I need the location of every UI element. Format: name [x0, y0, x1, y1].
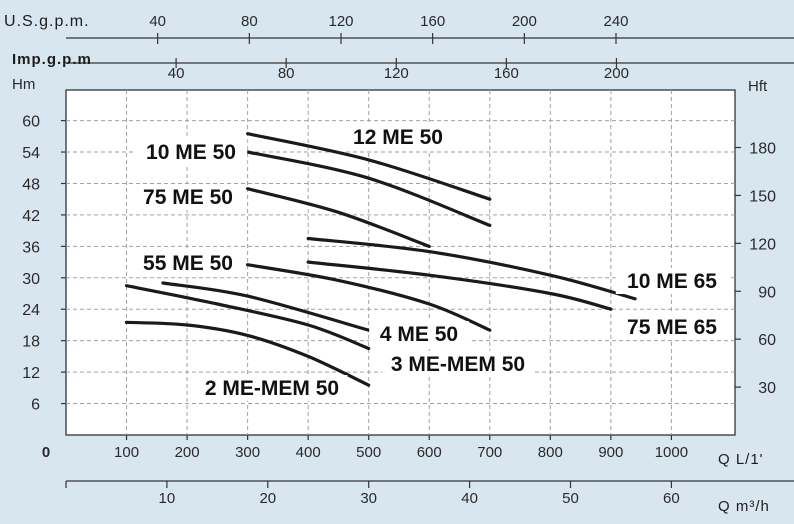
tick-label-hm: 12	[22, 365, 40, 382]
curve-label-10-me-50: 10 ME 50	[146, 141, 236, 164]
curve-12-me-50	[246, 132, 492, 201]
tick-label-lmin: 800	[538, 444, 563, 461]
axis-title-m3h: Q m³/h	[718, 498, 770, 515]
tick-label-lmin: 400	[296, 444, 321, 461]
tick-label-hm: 42	[22, 208, 40, 225]
tick-label-usgpm: 160	[420, 13, 445, 30]
curve-10-me-65	[306, 236, 637, 301]
tick-label-lmin: 500	[356, 444, 381, 461]
tick-label-impgpm: 80	[278, 65, 295, 82]
curve-3-me-mem-50	[124, 284, 371, 351]
curve-label-bg	[369, 321, 469, 347]
curve-55-me-50	[246, 263, 492, 332]
tick-label-lmin: 700	[477, 444, 502, 461]
curve-75-me-50	[246, 187, 431, 248]
curve-4-me-50	[161, 281, 371, 332]
curve-label-bg	[382, 351, 534, 377]
tick-label-usgpm: 240	[603, 13, 628, 30]
tick-label-hm: 6	[31, 397, 40, 414]
axis-title-usgpm: U.S.g.p.m.	[4, 13, 90, 30]
tick-label-m3h: 50	[562, 490, 579, 507]
tick-label-hm: 54	[22, 145, 40, 162]
tick-label-m3h: 10	[159, 490, 176, 507]
tick-label-impgpm: 120	[384, 65, 409, 82]
tick-label-usgpm: 200	[512, 13, 537, 30]
tick-label-hm: 24	[22, 302, 40, 319]
axis-title-hft: Hft	[748, 78, 768, 95]
tick-label-impgpm: 40	[168, 65, 185, 82]
axis-title-impgpm: Imp.g.p.m	[12, 51, 92, 68]
tick-label-lmin: 1000	[655, 444, 688, 461]
axis-title-hm: Hm	[12, 76, 35, 93]
curve-label-bg	[341, 124, 455, 150]
tick-label-usgpm: 80	[241, 13, 258, 30]
curve-label-bg	[131, 184, 245, 210]
tick-label-impgpm: 160	[494, 65, 519, 82]
curve-75-me-65	[306, 260, 613, 311]
curve-2-me-mem-50	[124, 320, 371, 387]
tick-label-usgpm: 40	[149, 13, 166, 30]
tick-label-lmin: 600	[417, 444, 442, 461]
tick-label-m3h: 40	[461, 490, 478, 507]
tick-label-hm: 36	[22, 239, 40, 256]
curve-label-bg	[615, 268, 729, 294]
tick-label-hft: 120	[749, 236, 776, 253]
curve-label-75-me-65: 75 ME 65	[627, 316, 717, 339]
curve-label-bg	[196, 375, 348, 401]
curve-label-bg	[615, 314, 729, 340]
tick-label-lmin: 900	[598, 444, 623, 461]
curve-label-bg	[131, 250, 245, 276]
tick-label-hm: 60	[22, 114, 40, 131]
pump-curves	[124, 132, 637, 387]
curve-label-12-me-50: 12 ME 50	[353, 126, 443, 149]
tick-label-lmin: 0	[42, 444, 50, 461]
tick-label-hft: 30	[758, 380, 776, 397]
tick-label-m3h: 20	[259, 490, 276, 507]
tick-label-impgpm: 200	[604, 65, 629, 82]
curve-label-75-me-50: 75 ME 50	[143, 186, 233, 209]
tick-label-m3h: 60	[663, 490, 680, 507]
tick-label-lmin: 300	[235, 444, 260, 461]
tick-label-hft: 90	[758, 284, 776, 301]
curve-label-55-me-50: 55 ME 50	[143, 252, 233, 275]
curve-label-bg	[134, 139, 248, 165]
curve-labels: 12 ME 50 10 ME 50 75 ME 50 10 ME 65 75 ME 65…	[131, 124, 729, 401]
axis-title-lmin: Q L/1'	[718, 451, 764, 468]
tick-label-usgpm: 120	[328, 13, 353, 30]
curve-label-10-me-65: 10 ME 65	[627, 270, 717, 293]
tick-label-hft: 180	[749, 141, 776, 158]
curve-label-4-me-50: 4 ME 50	[380, 323, 458, 346]
tick-label-hm: 18	[22, 334, 40, 351]
curve-10-me-50	[246, 150, 492, 227]
curve-label-2-me-mem-50: 2 ME-MEM 50	[205, 377, 339, 400]
curve-label-3-me-mem-50: 3 ME-MEM 50	[391, 353, 525, 376]
tick-label-lmin: 100	[114, 444, 139, 461]
tick-label-hft: 150	[749, 188, 776, 205]
tick-label-m3h: 30	[360, 490, 377, 507]
tick-label-hm: 30	[22, 271, 40, 288]
tick-label-hm: 48	[22, 176, 40, 193]
tick-label-hft: 60	[758, 332, 776, 349]
tick-label-lmin: 200	[175, 444, 200, 461]
